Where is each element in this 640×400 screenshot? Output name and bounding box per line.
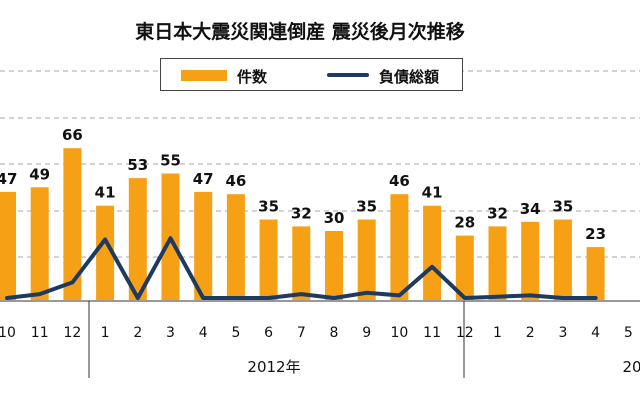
bar <box>96 205 115 300</box>
x-tick-label: 4 <box>199 325 208 341</box>
bar <box>259 219 278 300</box>
x-tick-label: 6 <box>264 325 273 341</box>
line-point <box>463 296 467 300</box>
legend-line-swatch <box>327 73 369 77</box>
line-point <box>169 236 172 240</box>
line-point <box>267 296 271 300</box>
legend-bar-label: 件数 <box>237 68 268 86</box>
line-point <box>365 291 369 295</box>
bar-value-label: 66 <box>62 126 83 144</box>
bar-value-label: 47 <box>0 170 17 188</box>
bar-value-label: 23 <box>585 225 606 243</box>
bar <box>586 247 605 300</box>
bar-value-label: 49 <box>29 165 50 183</box>
bar <box>423 205 442 300</box>
bar <box>226 194 245 300</box>
bar <box>390 194 409 300</box>
chart-title: 東日本大震災関連倒産 震災後月次推移 <box>135 21 465 43</box>
bar-value-label: 28 <box>454 214 475 232</box>
line-point <box>496 295 499 299</box>
x-tick-label: 4 <box>591 325 600 341</box>
bar-value-label: 47 <box>193 170 214 188</box>
x-tick-label: 3 <box>558 325 567 341</box>
bar-value-label: 53 <box>127 156 148 174</box>
bar-value-label: 46 <box>225 172 246 190</box>
x-tick-label: 1 <box>493 325 502 341</box>
x-tick-label: 9 <box>362 325 371 341</box>
line-point <box>299 292 303 296</box>
line-point <box>561 296 565 300</box>
x-tick-label: 11 <box>31 325 49 341</box>
bar-value-label: 41 <box>95 184 116 202</box>
line-point <box>201 296 205 300</box>
x-tick-label: 12 <box>456 325 474 341</box>
x-tick-label: 2 <box>133 325 142 341</box>
bar-value-label: 55 <box>160 152 181 170</box>
bar <box>63 148 82 300</box>
bar-value-label: 41 <box>422 184 443 202</box>
bar-value-label: 35 <box>552 198 573 216</box>
x-year-label: 2012年 <box>247 358 300 376</box>
line-point <box>528 293 532 297</box>
x-tick-label: 12 <box>63 325 81 341</box>
x-tick-label: 11 <box>423 325 441 341</box>
bar <box>30 187 49 300</box>
bar <box>455 235 474 300</box>
line-point <box>594 296 598 300</box>
line-point <box>38 292 42 296</box>
x-tick-label: 7 <box>297 325 306 341</box>
line-point <box>397 293 401 297</box>
x-tick-label: 1 <box>101 325 110 341</box>
bar <box>128 178 147 300</box>
bar <box>521 221 540 300</box>
legend: 件数 負債総額 <box>160 58 463 91</box>
x-year-label: 20 <box>622 358 640 376</box>
x-tick-label: 5 <box>624 325 633 341</box>
bar-value-label: 35 <box>356 198 377 216</box>
line-point <box>430 265 434 269</box>
bar-value-label: 32 <box>487 204 508 222</box>
x-tick-label: 2 <box>526 325 535 341</box>
legend-line-label: 負債総額 <box>379 68 440 86</box>
x-tick-label: 8 <box>330 325 339 341</box>
line-point <box>332 296 336 300</box>
bar-value-label: 30 <box>324 209 345 227</box>
x-tick-label: 10 <box>0 325 16 341</box>
bar-value-label: 34 <box>520 200 541 218</box>
x-tick-label: 3 <box>166 325 175 341</box>
bar <box>292 226 311 300</box>
line-point <box>234 296 238 300</box>
bar <box>357 219 376 300</box>
bar <box>194 191 213 300</box>
legend-bar-swatch <box>181 70 227 81</box>
bar-value-label: 32 <box>291 204 312 222</box>
x-tick-label: 10 <box>390 325 408 341</box>
bar <box>0 191 16 300</box>
line-point <box>70 280 74 284</box>
bar-value-label: 46 <box>389 172 410 190</box>
line-point <box>136 296 140 300</box>
bar <box>553 219 572 300</box>
bar-value-label: 35 <box>258 198 279 216</box>
bar <box>325 231 343 300</box>
line-point <box>103 238 107 241</box>
bar <box>488 226 507 300</box>
x-tick-label: 5 <box>231 325 240 341</box>
line-point <box>5 296 9 300</box>
